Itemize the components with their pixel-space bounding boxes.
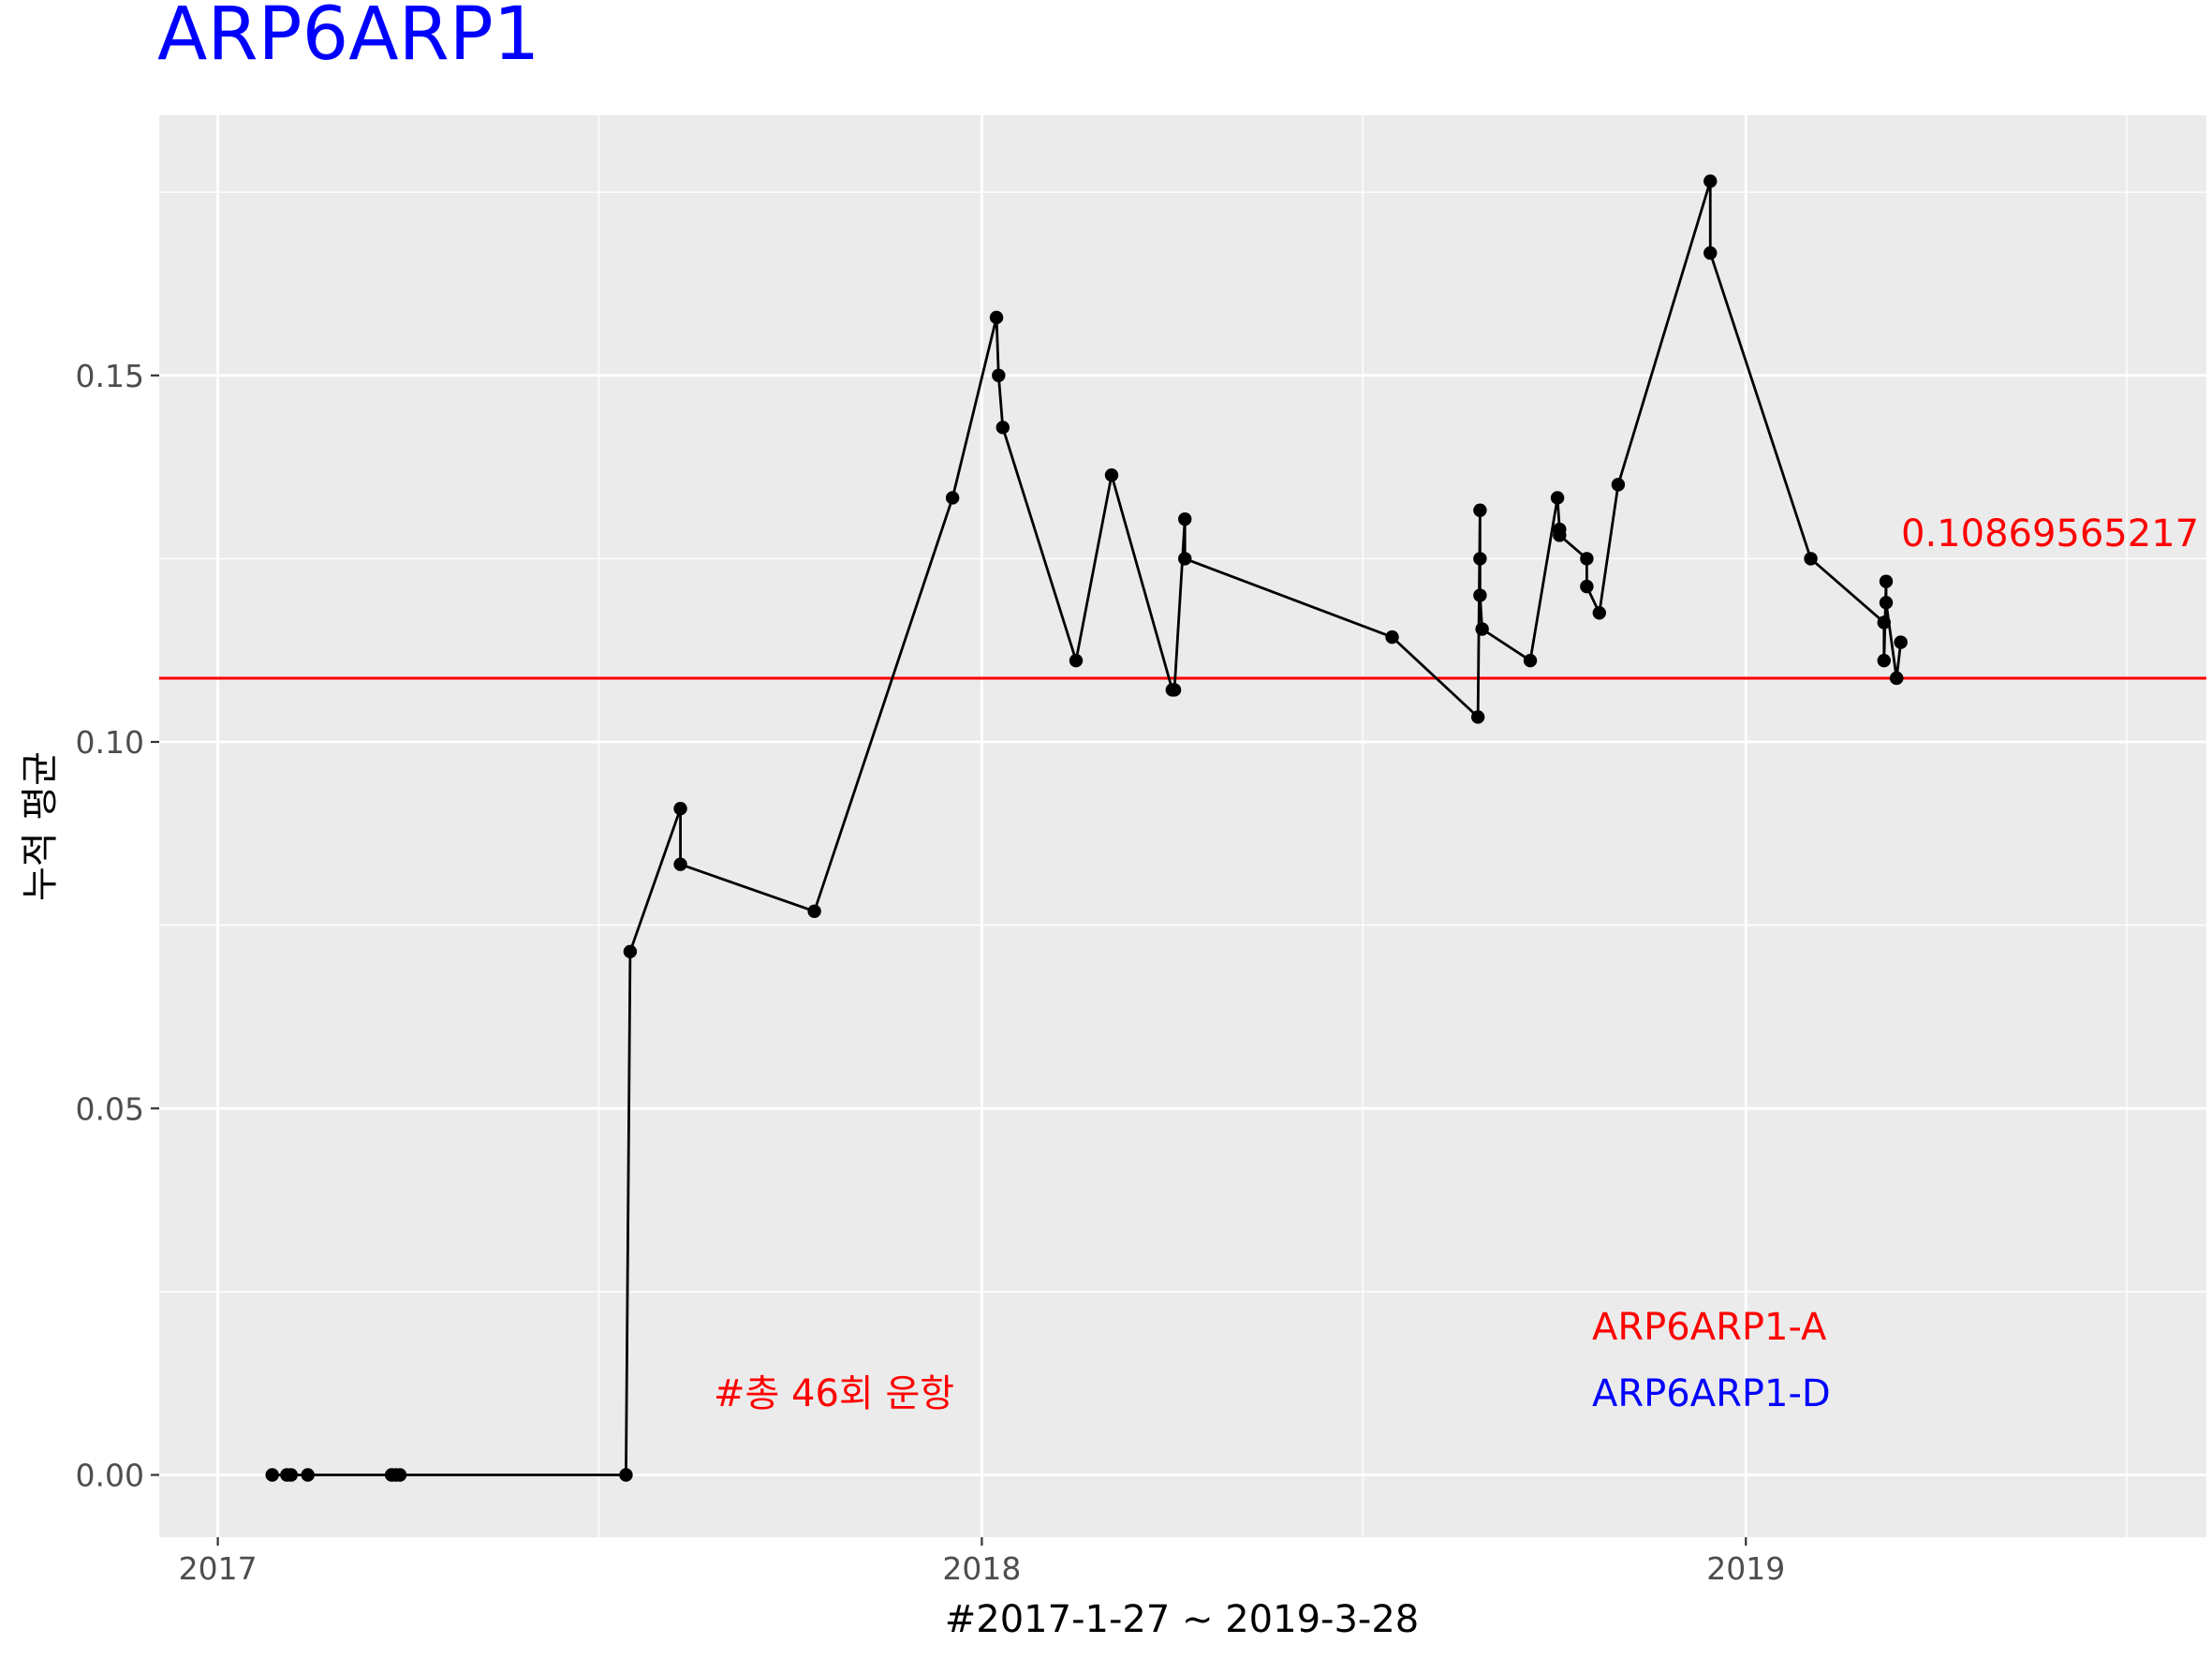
data-point xyxy=(1550,491,1565,505)
data-point xyxy=(1475,622,1489,636)
data-point xyxy=(673,857,687,871)
plot-panel xyxy=(159,115,2206,1537)
axes: 0.00 0.05 0.10 0.15 2017 2018 2019 xyxy=(76,358,1786,1587)
data-point xyxy=(1894,635,1908,649)
y-tick-label: 0.10 xyxy=(76,724,144,761)
data-point xyxy=(1104,467,1119,482)
data-point xyxy=(1804,552,1818,566)
y-tick-label: 0.15 xyxy=(76,358,144,394)
x-tick-label: 2019 xyxy=(1706,1550,1785,1587)
chart-title: ARP6ARP1 xyxy=(157,0,539,77)
data-point xyxy=(1178,552,1192,566)
y-axis-title: 누적 평균 xyxy=(19,751,62,901)
x-tick-label: 2018 xyxy=(942,1550,1021,1587)
data-point xyxy=(619,1468,633,1482)
y-tick-label: 0.00 xyxy=(76,1457,144,1493)
data-point xyxy=(1879,574,1894,588)
data-point xyxy=(265,1468,279,1482)
x-tick-label: 2017 xyxy=(179,1550,258,1587)
data-point xyxy=(1473,588,1487,602)
grid-lines xyxy=(159,115,2206,1537)
data-point xyxy=(1580,579,1594,594)
data-point xyxy=(673,802,687,816)
data-point xyxy=(1580,552,1594,566)
annotation-total-flights: #총 46회 운항 xyxy=(714,1372,954,1415)
data-point xyxy=(1473,503,1487,517)
data-point xyxy=(392,1468,407,1482)
data-point xyxy=(1553,528,1567,542)
data-point xyxy=(1611,478,1626,492)
annotation-departure-label: ARP6ARP1-D xyxy=(1592,1372,1831,1415)
data-point xyxy=(1069,653,1084,668)
data-point xyxy=(1470,710,1485,724)
series-layer xyxy=(265,174,1908,1482)
data-point xyxy=(301,1468,315,1482)
data-point xyxy=(995,421,1010,435)
data-point xyxy=(1473,552,1487,566)
data-point xyxy=(1877,615,1891,630)
data-point xyxy=(1877,653,1891,668)
data-point xyxy=(989,310,1004,325)
data-point xyxy=(1523,653,1538,668)
annotation-arrival-label: ARP6ARP1-A xyxy=(1592,1306,1827,1349)
data-point xyxy=(1385,630,1399,644)
y-tick-label: 0.05 xyxy=(76,1090,144,1127)
reference-line-label: 0.10869565217 xyxy=(1901,512,2199,555)
data-point xyxy=(807,904,821,918)
data-point xyxy=(992,368,1006,382)
data-point xyxy=(1167,683,1182,697)
data-point xyxy=(1879,596,1894,610)
data-point xyxy=(1889,671,1904,686)
data-point xyxy=(945,491,960,505)
x-axis-title: #2017-1-27 ~ 2019-3-28 xyxy=(945,1598,1419,1641)
data-point xyxy=(284,1468,299,1482)
data-point xyxy=(1178,511,1192,526)
data-point xyxy=(1703,174,1718,188)
data-point xyxy=(623,944,638,959)
data-point xyxy=(1703,245,1718,260)
data-point xyxy=(1592,606,1606,620)
